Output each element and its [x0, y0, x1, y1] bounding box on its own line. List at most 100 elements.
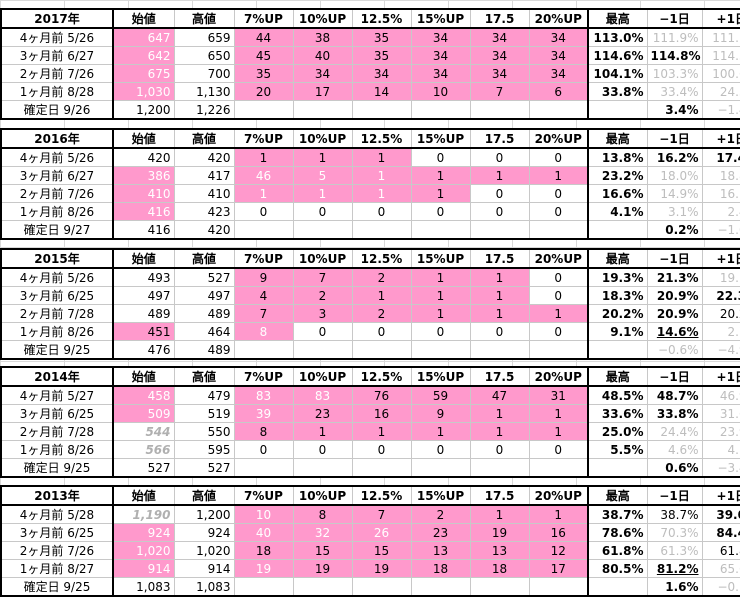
cell-high[interactable]: 497: [173, 286, 235, 305]
cell-high[interactable]: 1,226: [173, 100, 235, 120]
cell-max[interactable]: 114.6%: [587, 46, 648, 65]
cell-u7[interactable]: 40: [233, 523, 294, 542]
cell-u10[interactable]: [292, 220, 353, 240]
cell-u125[interactable]: 1: [351, 184, 412, 203]
cell-u175[interactable]: 34: [469, 64, 530, 83]
cell-u10[interactable]: 1: [292, 184, 353, 203]
cell-u10[interactable]: [292, 577, 353, 597]
cell-u10[interactable]: 1: [292, 422, 353, 441]
cell-u20[interactable]: [528, 458, 589, 478]
cell-max[interactable]: 48.5%: [587, 385, 648, 405]
cell-open[interactable]: 416: [112, 202, 175, 221]
cell-u20[interactable]: 12: [528, 541, 589, 560]
cell-high[interactable]: 527: [173, 267, 235, 287]
cell-u10[interactable]: 7: [292, 267, 353, 287]
cell-u125[interactable]: 7: [351, 504, 412, 524]
cell-u20[interactable]: 0: [528, 440, 589, 459]
cell-p1[interactable]: 61.8%: [701, 541, 740, 560]
cell-u125[interactable]: 0: [351, 202, 412, 221]
cell-u175[interactable]: 0: [469, 202, 530, 221]
cell-u15[interactable]: 0: [410, 147, 471, 167]
cell-p1[interactable]: −4.9%: [701, 340, 740, 360]
cell-u10[interactable]: 5: [292, 166, 353, 185]
cell-u7[interactable]: 46: [233, 166, 294, 185]
cell-high[interactable]: 519: [173, 404, 235, 423]
cell-u175[interactable]: 1: [469, 404, 530, 423]
cell-u10[interactable]: 38: [292, 27, 353, 47]
cell-u7[interactable]: [233, 220, 294, 240]
cell-high[interactable]: 1,020: [173, 541, 235, 560]
cell-u20[interactable]: 0: [528, 267, 589, 287]
cell-u125[interactable]: 1: [351, 147, 412, 167]
cell-u15[interactable]: 1: [410, 286, 471, 305]
cell-u20[interactable]: 0: [528, 184, 589, 203]
cell-u15[interactable]: 10: [410, 82, 471, 101]
cell-u15[interactable]: [410, 340, 471, 360]
cell-open[interactable]: 675: [112, 64, 175, 83]
cell-u15[interactable]: [410, 100, 471, 120]
cell-max[interactable]: [587, 100, 648, 120]
cell-u125[interactable]: 2: [351, 267, 412, 287]
cell-max[interactable]: 19.3%: [587, 267, 648, 287]
cell-m1[interactable]: 111.9%: [646, 27, 703, 47]
cell-u20[interactable]: 1: [528, 504, 589, 524]
cell-u20[interactable]: 1: [528, 422, 589, 441]
cell-p1[interactable]: 23.9%: [701, 422, 740, 441]
cell-high[interactable]: 527: [173, 458, 235, 478]
cell-max[interactable]: 9.1%: [587, 322, 648, 341]
cell-u15[interactable]: 23: [410, 523, 471, 542]
cell-open[interactable]: 386: [112, 166, 175, 185]
cell-u7[interactable]: [233, 340, 294, 360]
cell-open[interactable]: 914: [112, 559, 175, 578]
cell-u175[interactable]: 18: [469, 559, 530, 578]
cell-m1[interactable]: 4.6%: [646, 440, 703, 459]
cell-u15[interactable]: 0: [410, 202, 471, 221]
cell-u7[interactable]: 10: [233, 504, 294, 524]
cell-u175[interactable]: 19: [469, 523, 530, 542]
cell-u175[interactable]: 0: [469, 322, 530, 341]
cell-max[interactable]: 113.0%: [587, 27, 648, 47]
cell-u10[interactable]: 83: [292, 385, 353, 405]
cell-high[interactable]: 464: [173, 322, 235, 341]
cell-u7[interactable]: 45: [233, 46, 294, 65]
cell-u7[interactable]: 0: [233, 440, 294, 459]
cell-high[interactable]: 1,083: [173, 577, 235, 597]
cell-u20[interactable]: 1: [528, 404, 589, 423]
cell-p1[interactable]: 31.6%: [701, 404, 740, 423]
cell-u125[interactable]: 0: [351, 322, 412, 341]
cell-open[interactable]: 489: [112, 304, 175, 323]
cell-u175[interactable]: 0: [469, 147, 530, 167]
cell-max[interactable]: 13.8%: [587, 147, 648, 167]
cell-u175[interactable]: [469, 340, 530, 360]
cell-high[interactable]: 914: [173, 559, 235, 578]
cell-p1[interactable]: 2.7%: [701, 322, 740, 341]
cell-u20[interactable]: 0: [528, 202, 589, 221]
cell-open[interactable]: 647: [112, 27, 175, 47]
cell-m1[interactable]: 20.9%: [646, 286, 703, 305]
cell-u125[interactable]: 1: [351, 166, 412, 185]
cell-open[interactable]: 509: [112, 404, 175, 423]
cell-u15[interactable]: 0: [410, 322, 471, 341]
cell-max[interactable]: 104.1%: [587, 64, 648, 83]
cell-u10[interactable]: 1: [292, 147, 353, 167]
cell-u10[interactable]: 2: [292, 286, 353, 305]
cell-p1[interactable]: 16.1%: [701, 184, 740, 203]
cell-u10[interactable]: 32: [292, 523, 353, 542]
cell-u7[interactable]: 18: [233, 541, 294, 560]
cell-p1[interactable]: 65.6%: [701, 559, 740, 578]
cell-open[interactable]: 1,020: [112, 541, 175, 560]
cell-u125[interactable]: [351, 577, 412, 597]
cell-u7[interactable]: 7: [233, 304, 294, 323]
cell-u20[interactable]: 0: [528, 147, 589, 167]
cell-u20[interactable]: [528, 100, 589, 120]
cell-p1[interactable]: 18.8%: [701, 166, 740, 185]
cell-m1[interactable]: 21.3%: [646, 267, 703, 287]
cell-u125[interactable]: 35: [351, 27, 412, 47]
cell-p1[interactable]: 46.9%: [701, 385, 740, 405]
cell-u15[interactable]: 34: [410, 64, 471, 83]
cell-u125[interactable]: 1: [351, 422, 412, 441]
cell-m1[interactable]: 14.9%: [646, 184, 703, 203]
cell-open[interactable]: 1,200: [112, 100, 175, 120]
cell-u15[interactable]: [410, 458, 471, 478]
cell-u125[interactable]: [351, 458, 412, 478]
